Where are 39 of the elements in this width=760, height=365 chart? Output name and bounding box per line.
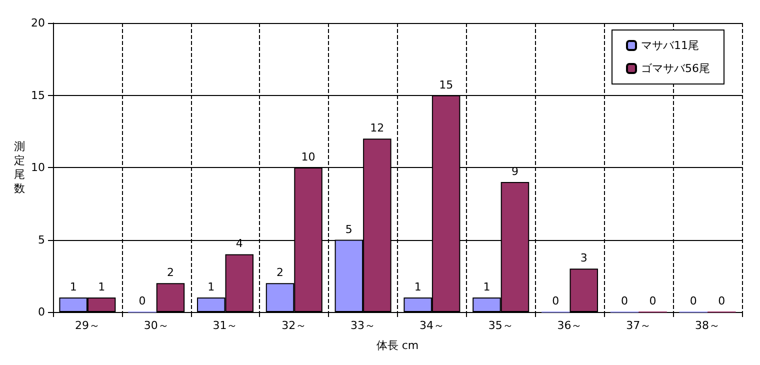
data-label: 0	[138, 294, 146, 308]
data-label: 1	[70, 280, 77, 294]
x-tick-label: 38～	[695, 319, 720, 332]
data-label: 10	[301, 150, 316, 164]
x-tick-label: 34～	[419, 319, 444, 332]
data-label: 1	[483, 280, 490, 294]
x-tick-label: 33～	[350, 319, 376, 332]
x-tick-label: 35～	[488, 319, 514, 332]
y-tick-label: 15	[31, 88, 45, 102]
x-tick-label: 37～	[626, 319, 652, 332]
data-label: 2	[166, 266, 174, 280]
data-label: 0	[621, 294, 628, 308]
data-label: 5	[345, 222, 352, 236]
data-label: 0	[690, 294, 697, 308]
data-label: 15	[439, 78, 454, 92]
x-axis-title: 体長 cm	[376, 339, 419, 352]
x-tick-label: 30～	[144, 319, 169, 332]
legend-label: マサバ11尾	[641, 39, 700, 52]
bar	[156, 283, 185, 312]
x-tick-label: 36～	[557, 319, 582, 332]
data-label: 1	[208, 280, 215, 294]
x-tick-label: 29～	[74, 319, 100, 332]
data-label: 1	[414, 280, 422, 294]
data-label: 2	[276, 266, 284, 280]
data-label: 0	[718, 294, 726, 308]
y-tick-label: 10	[31, 161, 45, 174]
x-tick-label: 32～	[282, 319, 307, 332]
y-axis-title: 測定尾数	[14, 140, 25, 195]
legend-label: ゴマサバ56尾	[641, 62, 710, 75]
y-tick-label: 0	[38, 306, 45, 318]
bar	[570, 268, 598, 312]
y-tick-label: 20	[31, 16, 45, 30]
data-label: 12	[370, 122, 384, 135]
y-tick-label: 5	[38, 233, 45, 246]
data-label: 0	[649, 294, 656, 308]
x-tick-label: 31～	[212, 319, 238, 332]
data-label: 3	[580, 252, 588, 265]
data-label: 0	[552, 294, 560, 308]
data-label: 1	[98, 280, 106, 294]
